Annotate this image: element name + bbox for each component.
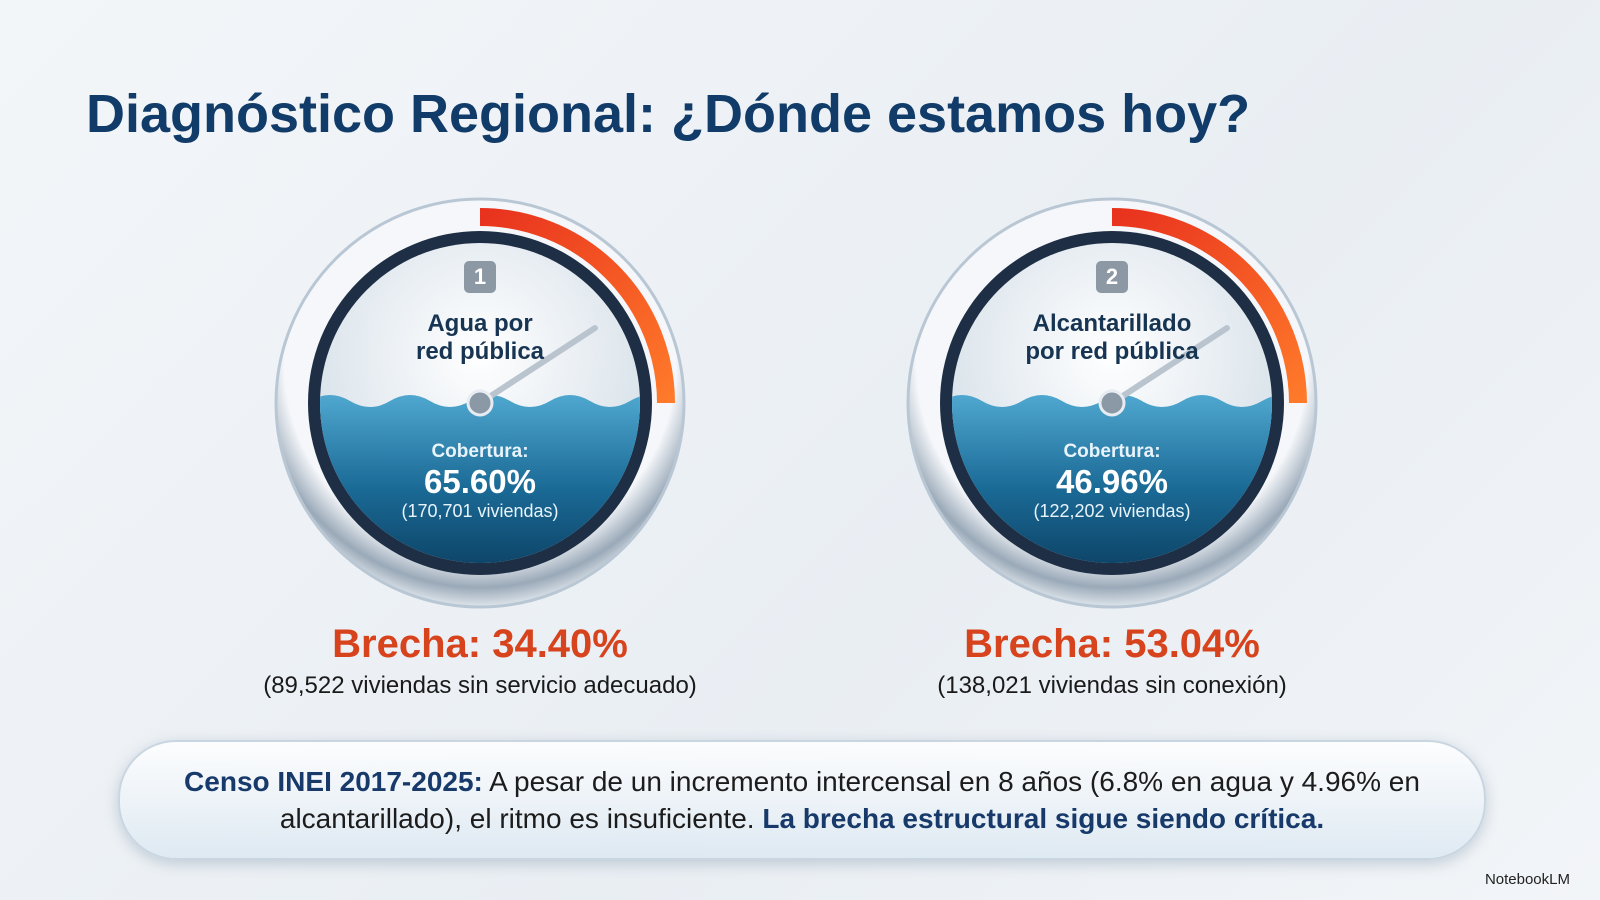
brand: NotebookLM <box>1484 871 1570 888</box>
gauge-label: por red pública <box>1025 338 1199 365</box>
coverage-value: 46.96% <box>1056 463 1168 500</box>
coverage-label: Cobertura: <box>1063 441 1160 462</box>
gauge: 1 Agua por red pública Cobertura: 65.60%… <box>263 197 697 699</box>
badge: 2 <box>1106 264 1118 289</box>
gap: Brecha: 34.40% <box>332 622 628 666</box>
note: Censo INEI 2017-2025: A pesar de un incr… <box>177 763 1427 837</box>
households: (122,202 viviendas) <box>1033 501 1190 521</box>
gap-note: (89,522 viviendas sin servicio adecuado) <box>263 672 697 699</box>
coverage-value: 65.60% <box>424 463 536 500</box>
gauge-label: Agua por <box>427 310 532 337</box>
gauge: 2 Alcantarillado por red pública Cobertu… <box>906 197 1318 699</box>
gauge-label: red pública <box>416 338 545 365</box>
note-emphasis: La brecha estructural sigue siendo críti… <box>762 803 1325 834</box>
households: (170,701 viviendas) <box>401 501 558 521</box>
badge: 1 <box>474 264 486 289</box>
note-body: A pesar de un incremento intercensal en … <box>279 766 1420 834</box>
coverage-label: Cobertura: <box>431 441 528 462</box>
gauge-label: Alcantarillado <box>1033 310 1192 337</box>
gap: Brecha: 53.04% <box>964 622 1260 666</box>
note-lead: Censo INEI 2017-2025: <box>184 766 483 797</box>
gap-note: (138,021 viviendas sin conexión) <box>937 672 1287 699</box>
note-box: Censo INEI 2017-2025: A pesar de un incr… <box>118 740 1486 860</box>
title: Diagnóstico Regional: ¿Dónde estamos hoy… <box>86 84 1250 144</box>
